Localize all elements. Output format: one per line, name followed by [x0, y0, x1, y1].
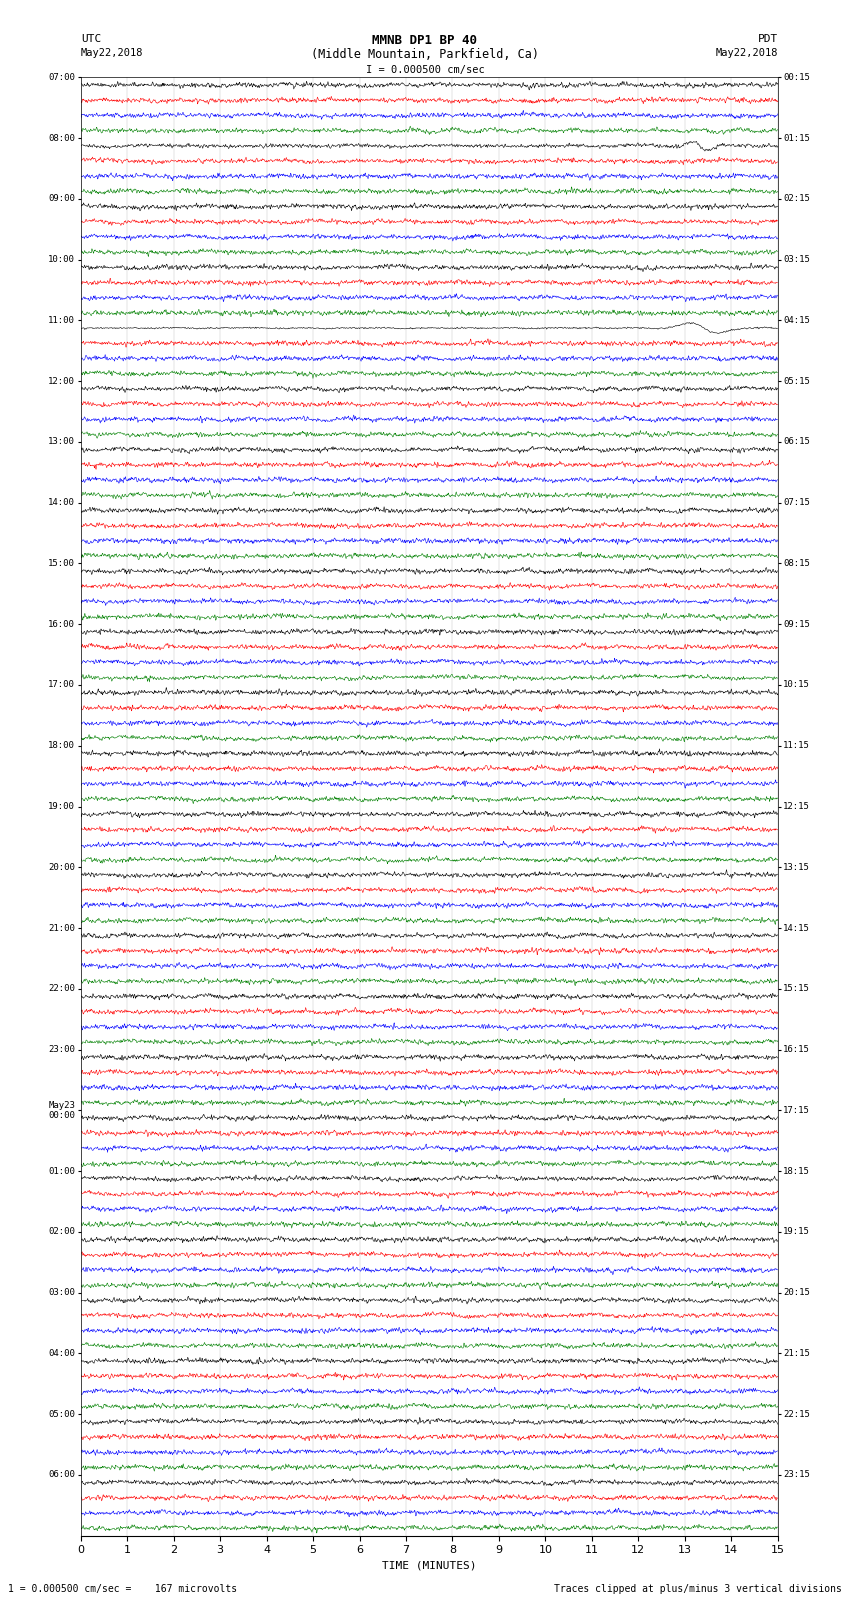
- Text: May22,2018: May22,2018: [715, 48, 778, 58]
- Text: (Middle Mountain, Parkfield, Ca): (Middle Mountain, Parkfield, Ca): [311, 48, 539, 61]
- Text: I = 0.000500 cm/sec: I = 0.000500 cm/sec: [366, 65, 484, 74]
- Text: May22,2018: May22,2018: [81, 48, 144, 58]
- X-axis label: TIME (MINUTES): TIME (MINUTES): [382, 1561, 477, 1571]
- Text: UTC: UTC: [81, 34, 101, 44]
- Text: MMNB DP1 BP 40: MMNB DP1 BP 40: [372, 34, 478, 47]
- Text: 1 = 0.000500 cm/sec =    167 microvolts: 1 = 0.000500 cm/sec = 167 microvolts: [8, 1584, 238, 1594]
- Text: PDT: PDT: [757, 34, 778, 44]
- Text: Traces clipped at plus/minus 3 vertical divisions: Traces clipped at plus/minus 3 vertical …: [553, 1584, 842, 1594]
